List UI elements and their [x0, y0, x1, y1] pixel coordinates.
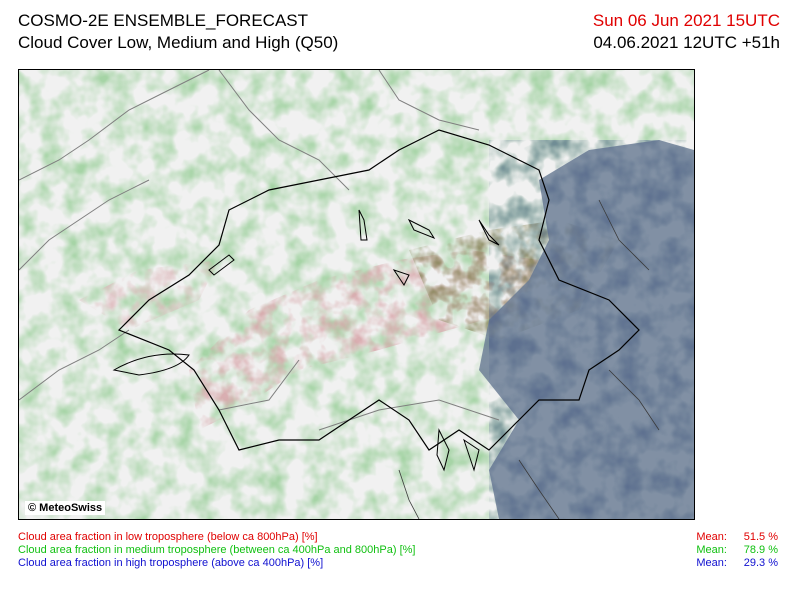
map-canvas	[19, 70, 694, 519]
inner-borders	[398, 199, 660, 519]
mean-value-high: 29.3 %	[743, 557, 778, 569]
swiss-border	[117, 129, 640, 451]
mean-label-medium: Mean:	[696, 544, 727, 556]
legend-medium-cloud: Cloud area fraction in medium tropospher…	[18, 544, 416, 556]
legend-low-cloud: Cloud area fraction in low troposphere (…	[18, 531, 318, 543]
mean-label-high: Mean:	[696, 557, 727, 569]
model-title: COSMO-2E ENSEMBLE_FORECAST	[18, 11, 309, 30]
lakes	[208, 209, 500, 472]
mean-value-medium: 78.9 %	[743, 544, 778, 556]
mean-label-low: Mean:	[696, 531, 727, 543]
grey-borders	[19, 70, 500, 431]
product-title: Cloud Cover Low, Medium and High (Q50)	[18, 33, 339, 52]
mean-values: Mean: 51.5 % Mean: 78.9 % Mean: 29.3 %	[696, 531, 778, 570]
cloud-cover-map: © MeteoSwiss	[18, 69, 695, 520]
mean-row-medium: Mean: 78.9 %	[696, 544, 778, 557]
legend-high-cloud: Cloud area fraction in high troposphere …	[18, 557, 324, 569]
lake-geneva	[112, 353, 190, 376]
valid-time: Sun 06 Jun 2021 15UTC	[592, 11, 780, 30]
header-date-block: Sun 06 Jun 2021 15UTC 04.06.2021 12UTC +…	[593, 10, 780, 54]
map-credit: © MeteoSwiss	[25, 501, 106, 515]
legend: Cloud area fraction in low troposphere (…	[18, 531, 415, 570]
init-time: 04.06.2021 12UTC +51h	[593, 33, 780, 52]
mean-value-low: 51.5 %	[743, 531, 778, 543]
high-cloud-texture	[489, 140, 694, 519]
mean-row-low: Mean: 51.5 %	[696, 531, 778, 544]
header-title-block: COSMO-2E ENSEMBLE_FORECAST Cloud Cover L…	[18, 10, 338, 54]
mean-row-high: Mean: 29.3 %	[696, 557, 778, 570]
